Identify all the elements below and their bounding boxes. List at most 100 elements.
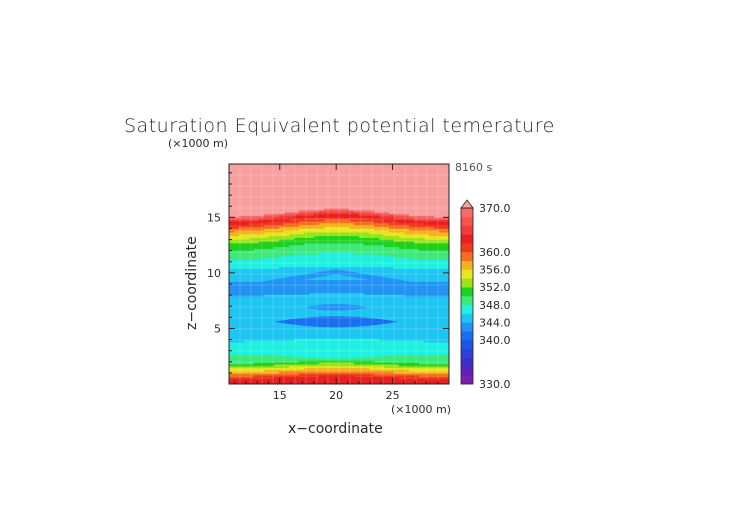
field-cell	[274, 246, 280, 249]
field-cell	[234, 252, 240, 255]
field-cell	[299, 327, 305, 330]
field-cell	[339, 376, 345, 380]
field-cell	[274, 200, 280, 204]
field-cell	[324, 327, 330, 330]
field-cell	[234, 343, 240, 347]
field-cell	[374, 286, 380, 290]
field-cell	[259, 338, 265, 341]
field-cell	[304, 178, 310, 182]
field-cell	[439, 329, 445, 332]
field-cell	[419, 239, 425, 242]
field-cell	[314, 308, 320, 312]
field-cell	[369, 257, 375, 260]
field-cell	[424, 319, 430, 323]
field-cell	[374, 272, 380, 275]
field-cell	[229, 319, 235, 323]
field-cell	[289, 202, 295, 205]
field-cell	[424, 305, 430, 308]
field-cell	[274, 242, 280, 246]
field-cell	[444, 329, 449, 332]
field-cell	[259, 312, 265, 315]
field-cell	[279, 219, 285, 222]
field-cell	[419, 336, 425, 339]
field-cell	[419, 204, 425, 207]
field-cell	[314, 259, 320, 262]
field-cell	[314, 336, 320, 339]
field-cell	[309, 334, 315, 337]
field-cell	[419, 299, 425, 303]
field-cell	[269, 261, 275, 264]
field-cell	[254, 358, 260, 361]
field-cell	[304, 217, 310, 220]
field-cell	[369, 330, 375, 334]
field-cell	[369, 197, 375, 200]
field-cell	[359, 286, 365, 290]
field-cell	[344, 297, 350, 301]
field-cell	[304, 290, 310, 293]
field-cell	[254, 233, 260, 237]
field-cell	[349, 358, 355, 361]
field-cell	[274, 186, 280, 189]
field-cell	[269, 213, 275, 216]
field-cell	[254, 259, 260, 262]
field-cell	[289, 297, 295, 301]
field-cell	[259, 332, 265, 336]
field-cell	[289, 376, 295, 380]
field-cell	[259, 349, 265, 352]
field-cell	[229, 270, 235, 273]
field-cell	[389, 340, 395, 343]
field-cell	[409, 250, 415, 253]
field-cell	[244, 213, 250, 216]
field-cell	[269, 233, 275, 237]
field-cell	[269, 308, 275, 312]
field-cell	[324, 255, 330, 259]
field-cell	[424, 332, 430, 336]
field-cell	[234, 358, 240, 361]
field-cell	[309, 239, 315, 242]
field-cell	[269, 338, 275, 341]
field-cell	[324, 275, 330, 279]
field-cell	[274, 224, 280, 227]
field-cell	[239, 362, 245, 365]
field-cell	[404, 259, 410, 262]
field-cell	[314, 211, 320, 215]
field-cell	[249, 239, 255, 242]
field-cell	[434, 358, 440, 361]
field-cell	[319, 373, 325, 376]
field-cell	[264, 365, 270, 369]
field-cell	[439, 362, 445, 365]
field-cell	[439, 274, 445, 277]
field-cell	[354, 270, 360, 273]
field-cell	[379, 178, 385, 182]
field-cell	[304, 261, 310, 264]
field-cell	[299, 279, 305, 282]
field-cell	[239, 200, 245, 204]
field-cell	[374, 248, 380, 251]
field-cell	[244, 321, 250, 325]
field-cell	[324, 215, 330, 218]
field-cell	[419, 274, 425, 277]
field-cell	[354, 294, 360, 297]
field-cell	[359, 340, 365, 343]
field-cell	[444, 371, 449, 374]
field-cell	[299, 250, 305, 253]
field-cell	[269, 193, 275, 196]
field-cell	[244, 369, 250, 372]
field-cell	[394, 274, 400, 277]
field-cell	[334, 187, 340, 191]
field-cell	[269, 178, 275, 182]
field-cell	[274, 209, 280, 213]
field-cell	[359, 308, 365, 312]
field-cell	[289, 371, 295, 374]
field-cell	[394, 250, 400, 253]
field-cell	[234, 303, 240, 306]
field-cell	[254, 186, 260, 189]
field-cell	[399, 329, 405, 332]
field-cell	[289, 365, 295, 369]
field-cell	[244, 208, 250, 211]
field-cell	[249, 303, 255, 306]
field-cell	[249, 195, 255, 198]
field-cell	[439, 184, 445, 187]
field-cell	[234, 323, 240, 326]
field-cell	[254, 272, 260, 275]
